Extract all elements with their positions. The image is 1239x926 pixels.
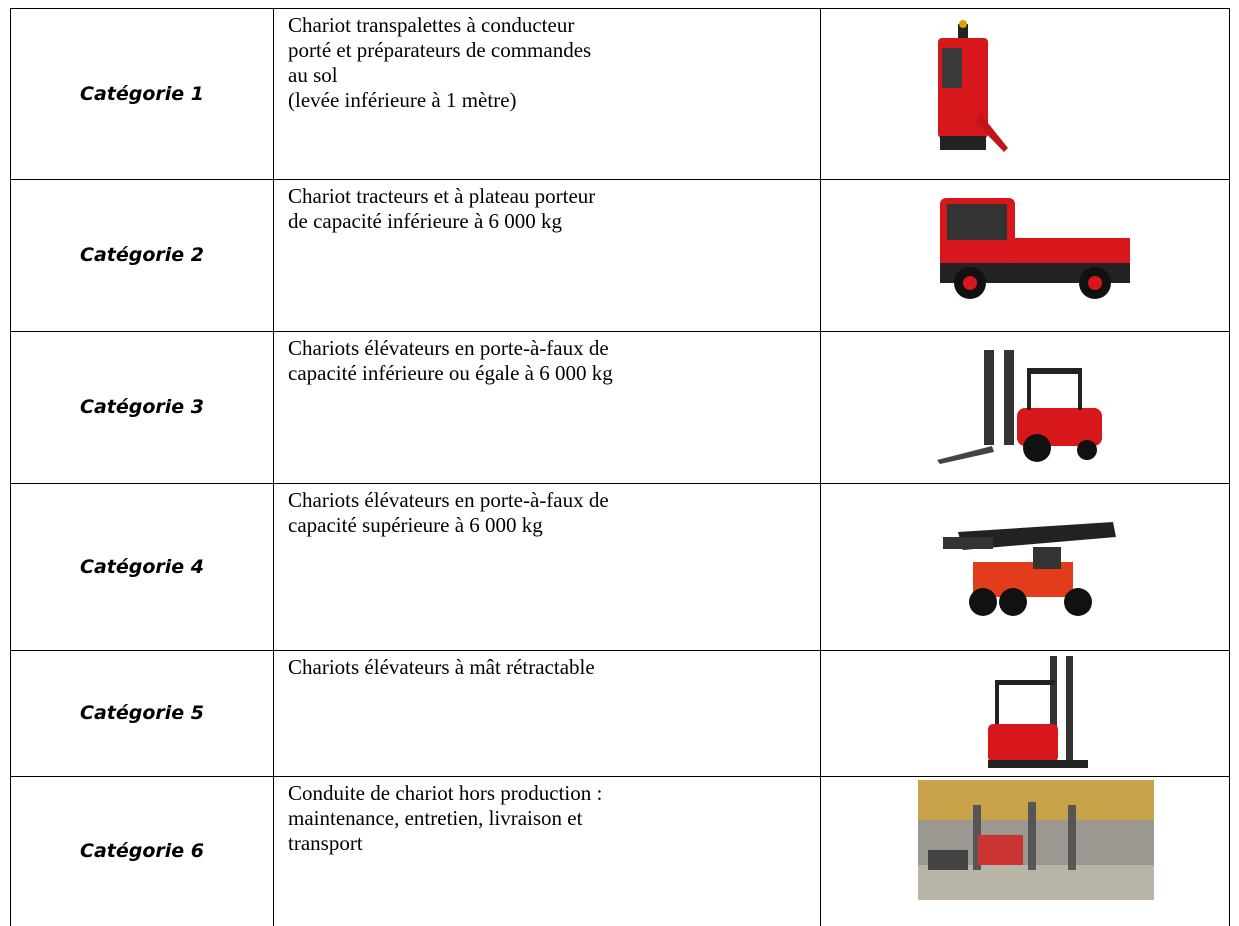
description: Chariot transpalettes à conducteur porté … <box>288 13 818 113</box>
forklift-image <box>937 350 1102 464</box>
description-line: Chariots élévateurs en porte-à-faux de <box>288 336 609 360</box>
pallet-truck-image <box>938 20 1008 152</box>
category-label: Catégorie 3 <box>80 396 204 418</box>
forklift-fleet-photo <box>918 780 1154 900</box>
description-line: porté et préparateurs de commandes <box>288 38 592 62</box>
table-border <box>10 8 11 926</box>
description-line: capacité supérieure à 6 000 kg <box>288 513 543 537</box>
table-border <box>1229 8 1230 926</box>
reach-stacker-image <box>943 522 1116 616</box>
row-border <box>10 776 1230 777</box>
description: Chariots élévateurs en porte-à-faux de ca… <box>288 488 818 538</box>
category-label: Catégorie 6 <box>80 840 204 862</box>
description-line: transport <box>288 831 363 855</box>
row-border <box>10 331 1230 332</box>
description: Chariots élévateurs à mât rétractable <box>288 655 818 680</box>
reach-truck-image <box>988 656 1088 768</box>
description-line: Chariots élévateurs à mât rétractable <box>288 655 595 679</box>
row-border <box>10 179 1230 180</box>
row-border <box>10 650 1230 651</box>
description: Chariot tracteurs et à plateau porteur de… <box>288 184 818 234</box>
row-border <box>10 483 1230 484</box>
description-line: (levée inférieure à 1 mètre) <box>288 88 517 112</box>
row-border <box>10 8 1230 9</box>
table-border <box>820 8 821 926</box>
description-line: maintenance, entretien, livraison et <box>288 806 583 830</box>
category-label: Catégorie 5 <box>80 702 204 724</box>
tractor-image <box>940 198 1130 299</box>
description: Chariots élévateurs en porte-à-faux de ca… <box>288 336 818 386</box>
category-label: Catégorie 1 <box>80 82 204 105</box>
description-line: de capacité inférieure à 6 000 kg <box>288 209 563 233</box>
description: Conduite de chariot hors production : mai… <box>288 781 818 856</box>
description-line: Conduite de chariot hors production : <box>288 781 603 805</box>
description-line: Chariot transpalettes à conducteur <box>288 13 575 37</box>
description-line: capacité inférieure ou égale à 6 000 kg <box>288 361 613 385</box>
category-label: Catégorie 4 <box>80 555 204 578</box>
description-line: au sol <box>288 63 338 87</box>
description-line: Chariot tracteurs et à plateau porteur <box>288 184 596 208</box>
description-line: Chariots élévateurs en porte-à-faux de <box>288 488 609 512</box>
category-label: Catégorie 2 <box>80 244 204 266</box>
table-border <box>273 8 274 926</box>
